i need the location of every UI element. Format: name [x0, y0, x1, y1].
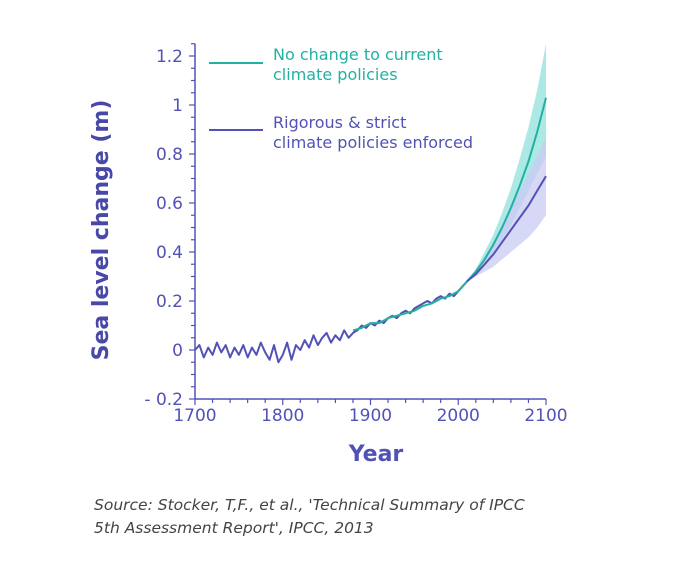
y-tick-label: - 0.2 — [144, 390, 183, 410]
uncertainty-bands — [467, 43, 546, 282]
x-tick-label: 2000 — [437, 406, 480, 426]
no-change-uncertainty-band — [467, 43, 546, 282]
y-tick-label: 0 — [172, 341, 183, 361]
x-tick-label: 1700 — [173, 406, 216, 426]
y-tick-label: 0.8 — [156, 145, 183, 165]
axes: - 0.2 0 0.2 0.4 0.6 0.8 1 1.2 1700 1800 1900 2000 21… — [144, 43, 568, 426]
source-line-2: 5th Assessment Report', IPCC, 2013 — [94, 519, 374, 537]
legend-no-change-label: climate policies — [273, 65, 398, 84]
series-lines — [194, 97, 547, 364]
x-tick-label: 1800 — [261, 406, 304, 426]
x-axis-title: Year — [348, 442, 404, 467]
x-tick-label: 1900 — [349, 406, 392, 426]
y-axis-title: Sea level change (m) — [89, 100, 114, 361]
y-tick-label: 0.2 — [156, 292, 183, 312]
legend-rigorous-label: Rigorous & strict — [273, 113, 406, 132]
no-change-projection-line — [352, 97, 547, 332]
sea-level-chart: - 0.2 0 0.2 0.4 0.6 0.8 1 1.2 1700 1800 1900 2000 21… — [89, 43, 568, 467]
y-tick-label: 0.6 — [156, 194, 183, 214]
rigorous-uncertainty-band — [467, 136, 546, 282]
rigorous-projection-line — [466, 175, 547, 283]
axis-labels: Year Sea level change (m) — [89, 100, 403, 467]
y-tick-label: 1 — [172, 96, 183, 116]
legend-no-change-label: No change to current — [273, 45, 443, 64]
y-tick-label: 0.4 — [156, 243, 183, 263]
source-line-1: Source: Stocker, T,F., et al., 'Technica… — [94, 496, 525, 514]
legend-rigorous-label: climate policies enforced — [273, 133, 473, 152]
y-tick-label: 1.2 — [156, 47, 183, 67]
x-tick-label: 2100 — [524, 406, 567, 426]
source-citation: Source: Stocker, T,F., et al., 'Technica… — [94, 494, 654, 540]
historical-record-line — [194, 280, 468, 364]
